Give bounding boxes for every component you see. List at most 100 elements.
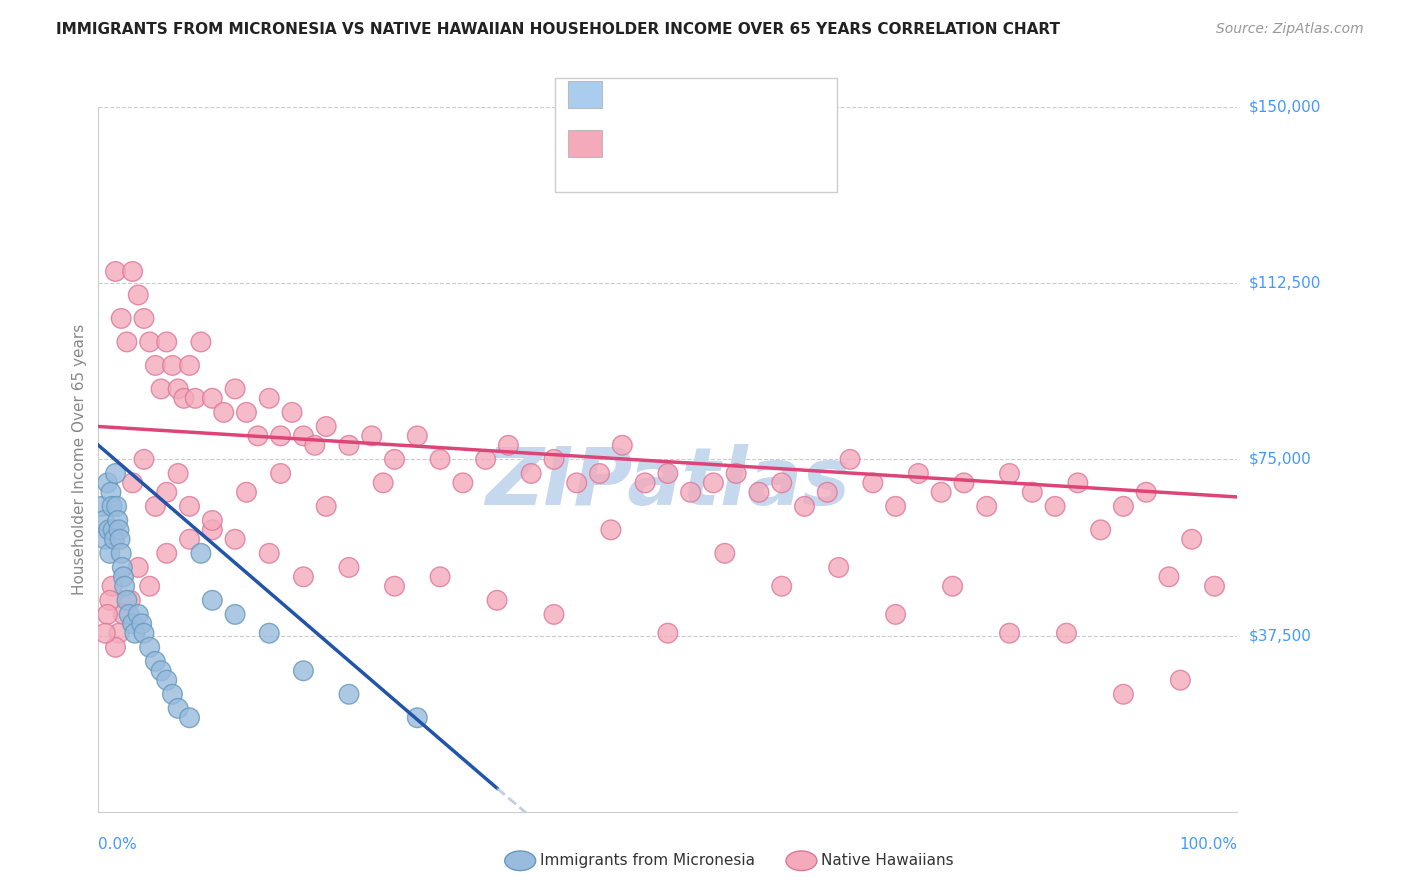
Point [115, 593, 138, 607]
Point [815, 485, 838, 500]
Point [235, 485, 257, 500]
Point [145, 359, 167, 373]
Point [953, 475, 976, 490]
Point [201, 392, 224, 406]
Point [304, 438, 326, 452]
Point [96, 607, 118, 622]
Point [107, 513, 129, 527]
Point [907, 467, 929, 481]
Point [167, 467, 190, 481]
Point [94, 533, 117, 547]
Point [97, 523, 120, 537]
Text: $112,500: $112,500 [1249, 276, 1320, 291]
Point [839, 452, 862, 467]
Point [104, 640, 127, 655]
Point [98, 546, 121, 560]
Point [127, 607, 149, 622]
Point [486, 593, 509, 607]
Point [90, 500, 112, 514]
Point [224, 382, 246, 396]
Point [108, 533, 131, 547]
Point [179, 711, 201, 725]
Point [224, 607, 246, 622]
Point [120, 593, 142, 607]
Point [384, 579, 406, 593]
Point [150, 664, 173, 678]
Point [600, 523, 623, 537]
Point [108, 523, 131, 537]
Point [103, 523, 125, 537]
Point [101, 579, 124, 593]
Point [104, 467, 127, 481]
Text: 0.0%: 0.0% [98, 837, 138, 852]
Point [190, 334, 212, 349]
Point [884, 607, 907, 622]
Point [702, 475, 724, 490]
Point [179, 359, 201, 373]
Point [121, 475, 143, 490]
Point [793, 500, 815, 514]
Point [998, 626, 1021, 640]
Point [112, 570, 135, 584]
Point [315, 419, 337, 434]
Point [138, 640, 160, 655]
Point [127, 288, 149, 302]
Point [190, 546, 212, 560]
Point [1204, 579, 1226, 593]
Point [270, 467, 292, 481]
Point [246, 429, 269, 443]
Point [292, 570, 315, 584]
Text: $37,500: $37,500 [1249, 628, 1312, 643]
Point [451, 475, 474, 490]
Point [224, 533, 246, 547]
Point [132, 311, 155, 326]
Point [179, 533, 201, 547]
Point [429, 452, 451, 467]
Point [976, 500, 998, 514]
Point [612, 438, 634, 452]
Point [110, 546, 132, 560]
Text: $150,000: $150,000 [1249, 100, 1320, 114]
Point [101, 500, 124, 514]
Point [167, 382, 190, 396]
Point [235, 405, 257, 419]
Point [184, 392, 207, 406]
Point [156, 673, 179, 688]
Point [179, 500, 201, 514]
Text: Source: ZipAtlas.com: Source: ZipAtlas.com [1216, 22, 1364, 37]
Point [1090, 523, 1112, 537]
Point [162, 687, 184, 701]
Point [770, 579, 793, 593]
Point [138, 579, 160, 593]
Point [429, 570, 451, 584]
Point [862, 475, 884, 490]
Point [167, 701, 190, 715]
Point [111, 560, 134, 574]
Point [173, 392, 195, 406]
Point [360, 429, 382, 443]
Point [259, 392, 281, 406]
Point [942, 579, 965, 593]
Point [104, 264, 127, 278]
Point [1043, 500, 1066, 514]
Point [132, 626, 155, 640]
Point [156, 546, 179, 560]
Point [281, 405, 304, 419]
Point [371, 475, 394, 490]
Point [156, 334, 179, 349]
Point [679, 485, 702, 500]
Point [1021, 485, 1043, 500]
Point [929, 485, 952, 500]
Point [292, 664, 315, 678]
Text: Immigrants from Micronesia: Immigrants from Micronesia [540, 854, 755, 868]
Point [201, 523, 224, 537]
Point [543, 607, 565, 622]
Point [96, 475, 118, 490]
Point [110, 311, 132, 326]
Point [588, 467, 610, 481]
Point [94, 626, 117, 640]
Point [121, 616, 143, 631]
Point [337, 438, 360, 452]
Point [145, 654, 167, 668]
Point [714, 546, 737, 560]
